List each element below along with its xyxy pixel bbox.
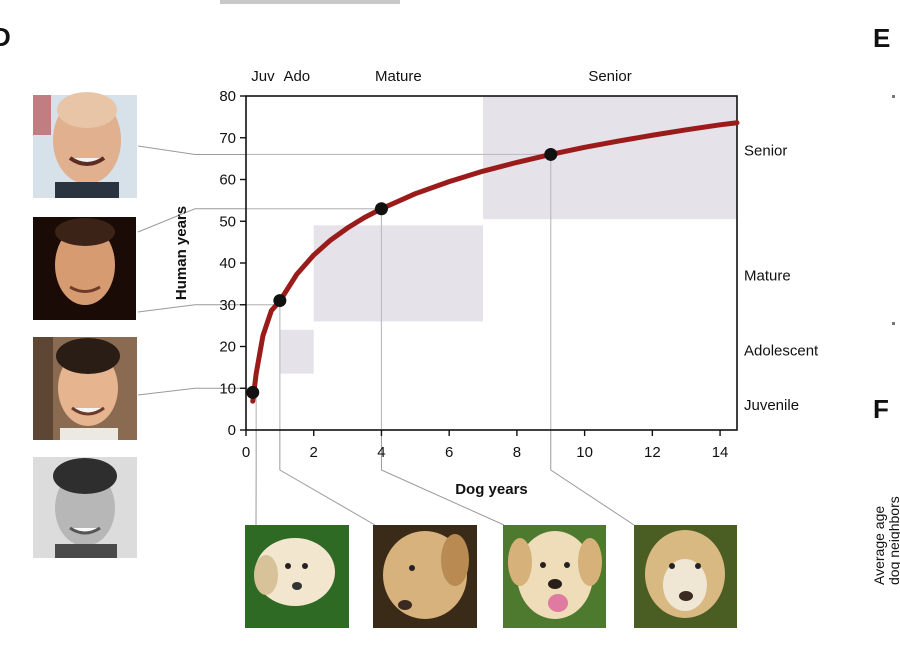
stage-label-top: Mature (375, 68, 422, 85)
y-tick-label: 0 (228, 422, 236, 439)
stage-label-side: Adolescent (744, 343, 819, 360)
dog-photo-mature (503, 525, 606, 628)
leader-line-human (137, 387, 246, 396)
dog-photo-juvenile (245, 525, 349, 628)
human-photo-adolescent (33, 337, 137, 440)
panel-letter-d: D (0, 22, 11, 52)
x-tick-label: 12 (644, 444, 661, 461)
cropped-caption-text (220, 0, 400, 4)
leader-line-dog (279, 430, 376, 526)
stage-label-top: Senior (588, 68, 631, 85)
x-tick-label: 10 (576, 444, 593, 461)
panel-letter-e: E (873, 23, 890, 53)
shaded-region (313, 225, 484, 322)
dog-photo-senior (634, 525, 737, 628)
stage-label-top: Juv (251, 68, 275, 85)
y-tick-label: 50 (219, 213, 236, 230)
x-axis-label: Dog years (455, 481, 528, 498)
panel-f-ylabel-line-1: Average age (871, 506, 887, 585)
shaded-region (279, 329, 314, 374)
shaded-life-stage-regions (279, 96, 737, 374)
y-axis-label: Human years (173, 206, 190, 300)
stage-label-top: Ado (283, 68, 310, 85)
human-photo-juvenile (33, 457, 137, 558)
y-tick-label: 70 (219, 130, 236, 147)
y-tick-label: 20 (219, 339, 236, 356)
x-tick-label: 8 (513, 444, 521, 461)
leader-line-human (137, 145, 246, 155)
stage-label-side: Mature (744, 268, 791, 285)
human-photo-mature (33, 217, 136, 320)
leader-line-dog (550, 430, 635, 526)
data-point (246, 385, 260, 399)
series-line (250, 120, 740, 404)
stage-label-side: Senior (744, 142, 787, 159)
photo-leader-lines (137, 145, 635, 526)
data-point (374, 202, 388, 216)
chart-labels: Dog years Human years Juv Ado Mature Senior Se… (173, 68, 819, 498)
x-tick-label: 6 (445, 444, 453, 461)
shaded-region (483, 96, 737, 220)
leader-line-human (137, 304, 246, 313)
x-tick-label: 2 (310, 444, 318, 461)
data-point (544, 147, 558, 161)
y-tick-label: 80 (219, 88, 236, 105)
human-photo-senior (33, 92, 137, 198)
panel-letter-f: F (873, 394, 889, 424)
leader-line-dog (380, 430, 505, 526)
y-tick-label: 30 (219, 297, 236, 314)
panel-e-fragment (892, 95, 895, 98)
panel-e-fragment (892, 322, 895, 325)
y-tick-label: 40 (219, 255, 236, 272)
y-tick-label: 60 (219, 172, 236, 189)
x-tick-label: 0 (242, 444, 250, 461)
data-point (273, 294, 287, 308)
stage-label-side: Juvenile (744, 397, 799, 414)
panel-f-ylabel-line-2: dog neighbors (886, 496, 900, 585)
y-tick-label: 10 (219, 380, 236, 397)
leader-line-human (137, 208, 246, 233)
x-tick-label: 14 (712, 444, 729, 461)
dog-photo-adolescent (373, 525, 477, 628)
plot-area: 0 10 20 30 40 50 60 70 80 0 2 4 6 8 10 12 14 (219, 88, 740, 461)
x-tick-label: 4 (377, 444, 385, 461)
